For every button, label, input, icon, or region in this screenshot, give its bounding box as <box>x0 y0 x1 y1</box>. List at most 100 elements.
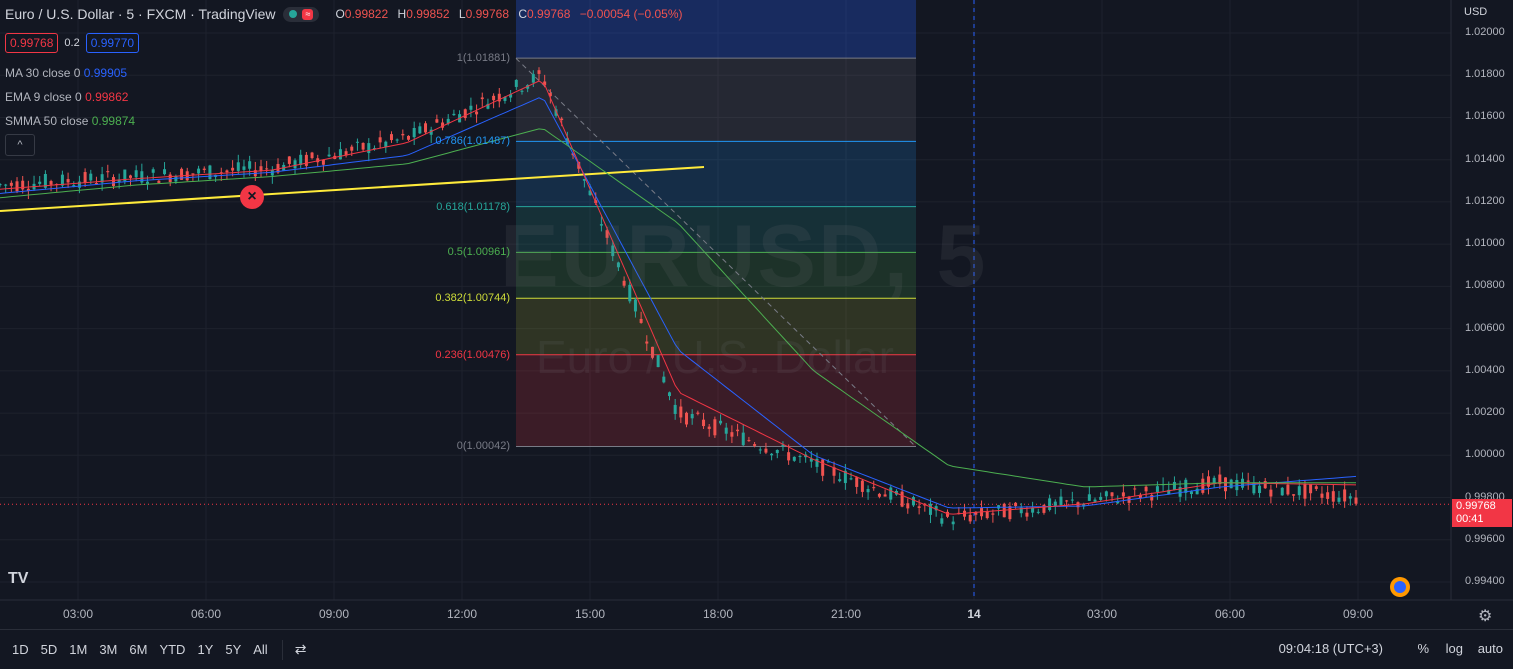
price-tick: 1.01600 <box>1465 110 1505 123</box>
candle <box>543 81 547 86</box>
candle <box>1212 477 1216 484</box>
candle <box>1252 482 1256 494</box>
log-toggle[interactable]: log <box>1445 641 1463 656</box>
price-tick: 0.99400 <box>1465 575 1505 587</box>
candle <box>480 97 484 100</box>
clock[interactable]: 09:04:18 (UTC+3) <box>1278 641 1383 656</box>
timeframe-6m[interactable]: 6M <box>129 642 148 657</box>
timeframe-5d[interactable]: 5D <box>40 642 58 657</box>
candle <box>378 137 382 143</box>
candle <box>429 129 433 135</box>
candle <box>520 90 524 92</box>
fib-level-label: 0.618(1.01178) <box>436 200 510 213</box>
candle <box>180 168 184 180</box>
smma50-line <box>0 128 1356 488</box>
candle <box>1195 488 1199 495</box>
candle <box>883 494 887 497</box>
fib-trendline <box>515 57 917 448</box>
chart-canvas[interactable] <box>0 0 1513 628</box>
candle <box>355 141 359 143</box>
fib-level-label: 0(1.00042) <box>456 440 510 453</box>
price-axis[interactable]: USD 1.02000 1.01800 1.01600 1.01400 1.01200 1… <box>1451 0 1513 600</box>
candle <box>350 146 354 151</box>
candle <box>707 426 711 429</box>
candle <box>781 444 785 447</box>
alert-icon[interactable] <box>1390 577 1410 597</box>
watermark-symbol: EURUSD, 5 <box>500 206 988 305</box>
indicator-ma30[interactable]: MA 30 close 0 0.99905 <box>5 66 128 80</box>
time-axis[interactable]: 03:00 06:00 09:00 12:00 15:00 18:00 21:00 14 03:… <box>0 600 1451 628</box>
sell-button[interactable]: 0.99768 <box>5 33 59 53</box>
tradingview-logo: TV <box>8 570 29 587</box>
candle <box>372 148 376 150</box>
candle <box>599 224 603 226</box>
settings-gear-icon[interactable]: ⚙ <box>1478 608 1493 625</box>
candle <box>367 143 371 154</box>
auto-toggle[interactable]: auto <box>1477 641 1503 656</box>
close-drawing-icon[interactable]: × <box>240 185 264 209</box>
candle <box>503 97 507 101</box>
candle <box>616 262 620 268</box>
toolbar-divider <box>281 639 283 660</box>
timeframe-1m[interactable]: 1M <box>69 642 88 657</box>
candle <box>588 190 592 196</box>
candle <box>1093 499 1097 502</box>
candle <box>338 149 342 160</box>
fib-level-label: 0.236(1.00476) <box>435 348 510 361</box>
candle <box>628 284 632 302</box>
waves-icon: ≈ <box>302 8 314 20</box>
timeframe-all[interactable]: All <box>253 642 268 657</box>
candle <box>945 511 949 517</box>
goto-date-icon[interactable]: ⇄ <box>294 641 307 657</box>
time-tick: 09:00 <box>1342 607 1374 621</box>
candle <box>15 181 19 192</box>
collapse-indicators-button[interactable]: ^ <box>5 134 35 156</box>
candle <box>106 171 110 173</box>
candle <box>974 511 978 515</box>
candle <box>1116 501 1120 504</box>
candle <box>951 521 955 525</box>
percent-toggle[interactable]: % <box>1417 641 1429 656</box>
candle <box>917 506 921 508</box>
price-tick: 1.00000 <box>1465 448 1505 461</box>
indicator-smma50[interactable]: SMMA 50 close 0.99874 <box>5 114 136 128</box>
candle <box>412 127 416 138</box>
candle <box>798 456 802 458</box>
candle <box>747 440 751 442</box>
market-status-toggle[interactable]: ≈ <box>283 6 320 22</box>
candle <box>719 420 723 424</box>
candle <box>1036 511 1040 513</box>
candle <box>100 174 104 183</box>
candle <box>1059 496 1063 506</box>
candle <box>1337 497 1341 502</box>
fib-level-label: 0.382(1.00744) <box>435 292 510 305</box>
candle <box>1218 474 1222 485</box>
symbol-title[interactable]: Euro / U.S. Dollar · 5 · FXCM · TradingV… <box>5 6 276 22</box>
timeframe-1y[interactable]: 1Y <box>197 642 214 657</box>
candle <box>1042 504 1046 513</box>
candle <box>900 491 904 507</box>
time-tick: 09:00 <box>318 607 350 621</box>
candle <box>685 412 689 425</box>
candle <box>730 432 734 437</box>
candle <box>633 299 637 312</box>
timeframe-ytd[interactable]: YTD <box>159 642 186 657</box>
candle <box>928 503 932 515</box>
candle <box>276 163 280 173</box>
timeframe-3m[interactable]: 3M <box>99 642 118 657</box>
candle <box>1343 489 1347 502</box>
timeframe-1d[interactable]: 1D <box>12 642 29 657</box>
candle <box>775 450 779 454</box>
currency-selector[interactable]: USD <box>1464 6 1488 18</box>
candle <box>469 105 473 110</box>
candle <box>1178 487 1182 497</box>
candle <box>1229 479 1233 489</box>
buy-button[interactable]: 0.99770 <box>85 33 140 53</box>
fib-zone <box>516 206 916 253</box>
candle <box>1150 494 1154 501</box>
candle <box>1167 489 1171 495</box>
indicator-ema9[interactable]: EMA 9 close 0 0.99862 <box>5 90 129 104</box>
candle <box>49 181 53 185</box>
candle <box>401 133 405 136</box>
timeframe-5y[interactable]: 5Y <box>225 642 242 657</box>
